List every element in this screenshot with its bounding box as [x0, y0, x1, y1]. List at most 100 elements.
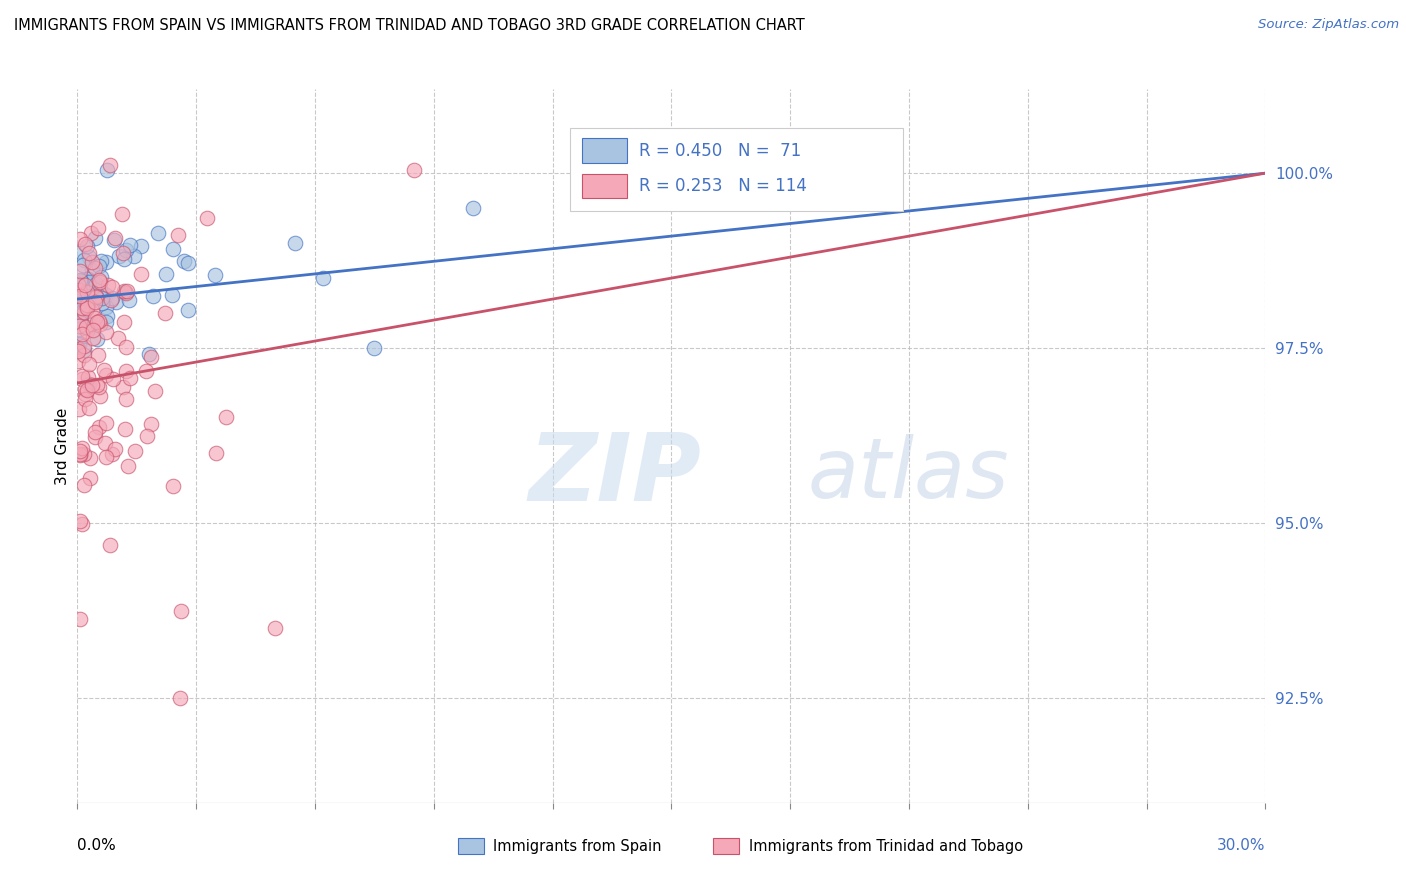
Point	[117, 284, 139, 298]
Point	[72, 292, 94, 306]
Point	[115, 364, 138, 378]
Point	[87, 259, 110, 273]
Point	[94, 435, 117, 450]
Point	[89, 275, 111, 289]
Point	[160, 288, 183, 302]
FancyBboxPatch shape	[571, 128, 903, 211]
Point	[77, 376, 100, 391]
Point	[75, 392, 97, 406]
Point	[89, 380, 111, 394]
Point	[69, 612, 91, 626]
Point	[94, 416, 117, 430]
Point	[146, 226, 169, 240]
Point	[77, 298, 100, 312]
Point	[87, 348, 110, 362]
Point	[77, 250, 100, 264]
Text: Immigrants from Trinidad and Tobago: Immigrants from Trinidad and Tobago	[748, 838, 1022, 854]
Point	[82, 263, 104, 277]
Point	[83, 430, 105, 444]
Point	[73, 447, 96, 461]
Point	[89, 317, 111, 331]
Point	[80, 285, 103, 300]
Point	[76, 383, 98, 397]
Bar	[582, 138, 627, 162]
Text: 0.0%: 0.0%	[77, 838, 117, 853]
Point	[135, 428, 157, 442]
Point	[66, 244, 89, 258]
Point	[162, 479, 184, 493]
Text: R = 0.253   N = 114: R = 0.253 N = 114	[640, 178, 807, 195]
Point	[69, 447, 91, 461]
Point	[89, 314, 111, 328]
Point	[142, 288, 165, 302]
Point	[96, 450, 118, 464]
Point	[69, 274, 91, 288]
Point	[114, 285, 136, 299]
Point	[66, 344, 89, 359]
Point	[129, 238, 152, 252]
Point	[69, 292, 91, 306]
Point	[67, 337, 90, 351]
Point	[170, 604, 193, 618]
Point	[70, 295, 93, 310]
Point	[84, 310, 107, 325]
Point	[139, 351, 162, 365]
Text: 30.0%: 30.0%	[1218, 838, 1265, 853]
Point	[284, 236, 307, 251]
Point	[103, 233, 125, 247]
Point	[76, 239, 98, 253]
Point	[114, 422, 136, 436]
Point	[115, 243, 138, 257]
Point	[73, 277, 96, 292]
Point	[79, 451, 101, 466]
Point	[177, 255, 200, 269]
Point	[67, 293, 90, 308]
Point	[73, 305, 96, 319]
Point	[82, 323, 104, 337]
Point	[73, 320, 96, 334]
Point	[111, 207, 134, 221]
Point	[108, 249, 131, 263]
Point	[67, 343, 90, 357]
Point	[91, 291, 114, 305]
Point	[69, 264, 91, 278]
Text: atlas: atlas	[808, 434, 1010, 515]
Point	[94, 368, 117, 383]
Point	[104, 231, 127, 245]
Point	[129, 268, 152, 282]
Point	[114, 286, 136, 301]
Point	[155, 267, 177, 281]
Point	[69, 273, 91, 287]
Point	[402, 162, 425, 177]
Point	[72, 258, 94, 272]
Bar	[457, 838, 484, 855]
Point	[98, 158, 121, 172]
Point	[86, 332, 108, 346]
Point	[76, 369, 98, 384]
Point	[118, 293, 141, 308]
Point	[112, 252, 135, 267]
Point	[120, 371, 142, 385]
Point	[80, 226, 103, 240]
Point	[67, 318, 90, 333]
Point	[363, 341, 385, 355]
Point	[84, 277, 107, 291]
Point	[90, 270, 112, 285]
Point	[97, 278, 120, 293]
Point	[73, 237, 96, 252]
Point	[69, 444, 91, 458]
Point	[66, 277, 89, 291]
Point	[75, 387, 97, 401]
Point	[96, 287, 118, 301]
Bar	[713, 838, 740, 855]
Text: Immigrants from Spain: Immigrants from Spain	[494, 838, 662, 854]
Point	[177, 302, 200, 317]
Point	[76, 285, 98, 300]
Point	[111, 246, 134, 260]
Point	[73, 252, 96, 267]
Point	[73, 478, 96, 492]
Point	[69, 448, 91, 462]
Point	[173, 254, 195, 268]
Point	[70, 369, 93, 384]
Point	[76, 301, 98, 315]
